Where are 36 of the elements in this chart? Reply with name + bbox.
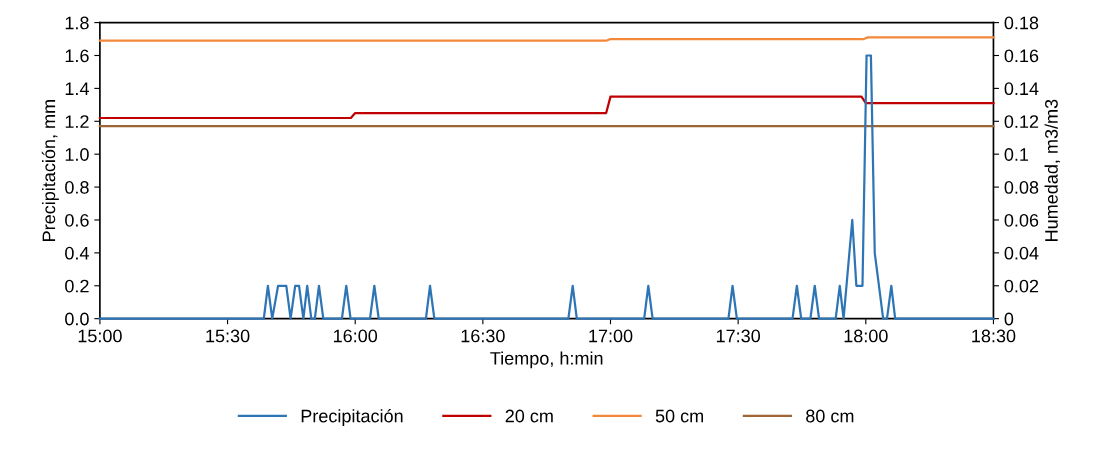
y2-tick-label: 0.16 [1004,49,1039,63]
x-tick-label: 15:00 [78,329,122,343]
y-tick-label: 0.4 [65,246,89,260]
y2-tick-label: 0.06 [1004,213,1039,227]
line-series [98,95,995,120]
y-tick-label: 0.2 [65,279,89,293]
y2-tick-label: 0 [1004,312,1014,326]
x-tick-label: 18:00 [844,329,888,343]
x-tick-label: 18:30 [972,329,1016,343]
y-tick-label: 1.4 [65,82,89,95]
y2-tick-label: 0.02 [1004,279,1039,293]
y2-tick-label: 0.08 [1004,181,1039,194]
y-tick-label: 0.8 [65,181,89,194]
y2-tick-label: 0.1 [1004,148,1029,161]
x-tick-label: 16:30 [461,329,505,343]
y2-tick-label: 0.18 [1004,16,1039,30]
x-tick-label: 17:30 [716,329,761,343]
y-axis-title: Precipitación, mm [41,100,59,241]
y2-tick-label: 0.12 [1004,115,1039,129]
y-tick-label: 1.0 [65,148,89,161]
legend-label: 50 cm [655,409,703,423]
y2-tick-label: 0.04 [1004,246,1039,260]
x-tick-label: 15:30 [206,329,250,343]
x-axis-title: Tiempo, h:min [490,351,603,369]
y-tick-label: 0.0 [65,312,89,326]
y2-axis-title: Humedad, m3/m3 [1044,99,1060,241]
x-tick-label: 17:00 [589,329,633,343]
y2-tick-label: 0.14 [1004,82,1039,96]
legend-label: Precipitación [301,408,403,426]
y-tick-label: 1.2 [65,115,89,128]
y-tick-label: 1.6 [65,49,89,63]
x-tick-label: 16:00 [333,329,378,343]
y-tick-label: 0.6 [65,213,89,227]
legend-label: 20 cm [505,409,553,423]
y-tick-label: 1.8 [65,16,89,30]
legend-label: 80 cm [806,409,854,423]
